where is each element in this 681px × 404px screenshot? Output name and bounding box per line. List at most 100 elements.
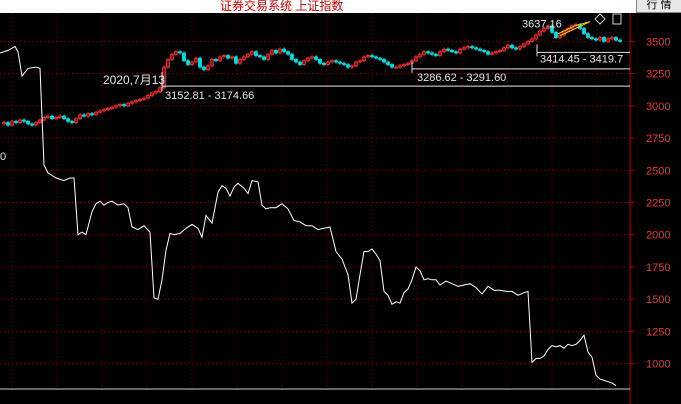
range-label-2: 3286.62 - 3291.60 bbox=[417, 72, 506, 84]
left-clipped-label: 0 bbox=[0, 151, 6, 163]
candle-body bbox=[374, 56, 378, 59]
candle-body bbox=[554, 31, 558, 38]
candle-body bbox=[474, 47, 478, 50]
candle-body bbox=[238, 59, 242, 64]
candle-body bbox=[386, 61, 390, 65]
candle-body bbox=[46, 115, 50, 118]
y-tick-label: 2750 bbox=[646, 133, 670, 145]
candle-body bbox=[558, 34, 562, 38]
candle-body bbox=[570, 25, 574, 29]
candle-body bbox=[398, 65, 402, 68]
candle-body bbox=[262, 56, 266, 60]
candle-body bbox=[338, 61, 342, 64]
candle-body bbox=[582, 28, 586, 35]
annotation-date-label: 2020,7月13 bbox=[103, 73, 165, 87]
candle-body bbox=[258, 55, 262, 58]
candle-body bbox=[438, 51, 442, 56]
candle-body bbox=[126, 102, 130, 107]
candle-body bbox=[406, 62, 410, 65]
candle-body bbox=[26, 120, 30, 125]
candle-body bbox=[50, 115, 54, 120]
candle-body bbox=[66, 118, 70, 122]
candle-body bbox=[2, 122, 6, 125]
candle-body bbox=[614, 37, 618, 41]
y-tick-label: 3000 bbox=[646, 101, 670, 113]
candle-body bbox=[330, 60, 334, 63]
candle-body bbox=[450, 49, 454, 53]
candle-body bbox=[226, 55, 230, 59]
candle-body bbox=[498, 49, 502, 53]
candle-body bbox=[202, 66, 206, 71]
candle-body bbox=[434, 53, 438, 56]
candle-body bbox=[394, 66, 398, 69]
candle-body bbox=[266, 53, 270, 60]
candle-body bbox=[310, 56, 314, 59]
candle-body bbox=[138, 98, 142, 102]
peak-value-label: 3637.16 bbox=[522, 19, 562, 31]
candle-body bbox=[58, 115, 62, 118]
candle-body bbox=[134, 100, 138, 103]
candle-body bbox=[186, 60, 190, 65]
range-label-1: 3152.81 - 3174.66 bbox=[165, 90, 254, 102]
candle-body bbox=[102, 109, 106, 112]
candle-body bbox=[22, 119, 26, 122]
candle-body bbox=[322, 62, 326, 65]
candle-body bbox=[350, 65, 354, 68]
candle-body bbox=[526, 40, 530, 45]
candle-body bbox=[506, 44, 510, 49]
candle-body bbox=[122, 104, 126, 107]
window-title: 证券交易系统 上证指数 bbox=[220, 0, 344, 13]
candle-body bbox=[402, 64, 406, 67]
candle-body bbox=[62, 115, 66, 120]
candle-body bbox=[618, 39, 622, 42]
diamond-marker-icon bbox=[594, 13, 606, 25]
candle-body bbox=[246, 53, 250, 58]
candle-body bbox=[510, 44, 514, 49]
candle-body bbox=[38, 119, 42, 123]
candle-body bbox=[610, 37, 614, 40]
title-bar: 证券交易系统 上证指数 行 情 bbox=[0, 0, 681, 13]
candle-body bbox=[198, 57, 202, 68]
candle-body bbox=[282, 48, 286, 53]
candle-body bbox=[462, 47, 466, 50]
candle-body bbox=[518, 46, 522, 50]
candle-body bbox=[486, 51, 490, 55]
candle-body bbox=[586, 33, 590, 38]
y-tick-label: 2500 bbox=[646, 165, 670, 177]
candle-body bbox=[390, 64, 394, 68]
candle-body bbox=[270, 49, 274, 55]
candle-body bbox=[34, 122, 38, 126]
y-tick-label: 1000 bbox=[646, 359, 670, 371]
candle-body bbox=[342, 62, 346, 65]
candle-body bbox=[10, 120, 14, 126]
candle-body bbox=[234, 56, 238, 64]
candle-body bbox=[534, 34, 538, 40]
candle-body bbox=[362, 56, 366, 62]
candle-body bbox=[458, 48, 462, 54]
candlestick-series bbox=[2, 23, 622, 127]
index-line-series bbox=[0, 45, 617, 387]
candle-body bbox=[334, 60, 338, 63]
peak-highlight bbox=[557, 21, 591, 37]
quote-button[interactable]: 行 情 bbox=[636, 0, 681, 13]
candle-body bbox=[594, 38, 598, 41]
candle-body bbox=[78, 114, 82, 120]
window-marker-icon bbox=[612, 13, 622, 25]
candle-body bbox=[206, 65, 210, 71]
candle-body bbox=[490, 52, 494, 55]
candle-body bbox=[274, 49, 278, 54]
chart-grid bbox=[0, 13, 630, 392]
candle-body bbox=[154, 91, 158, 94]
candle-body bbox=[166, 59, 170, 68]
candle-body bbox=[302, 60, 306, 65]
candle-body bbox=[218, 56, 222, 62]
candle-body bbox=[454, 51, 458, 54]
candle-body bbox=[358, 60, 362, 63]
candle-body bbox=[286, 51, 290, 55]
range-label-3: 3414.45 - 3419.7 bbox=[540, 53, 623, 65]
candle-body bbox=[190, 61, 194, 65]
candle-body bbox=[178, 51, 182, 54]
candle-body bbox=[366, 55, 370, 58]
candle-body bbox=[530, 38, 534, 42]
